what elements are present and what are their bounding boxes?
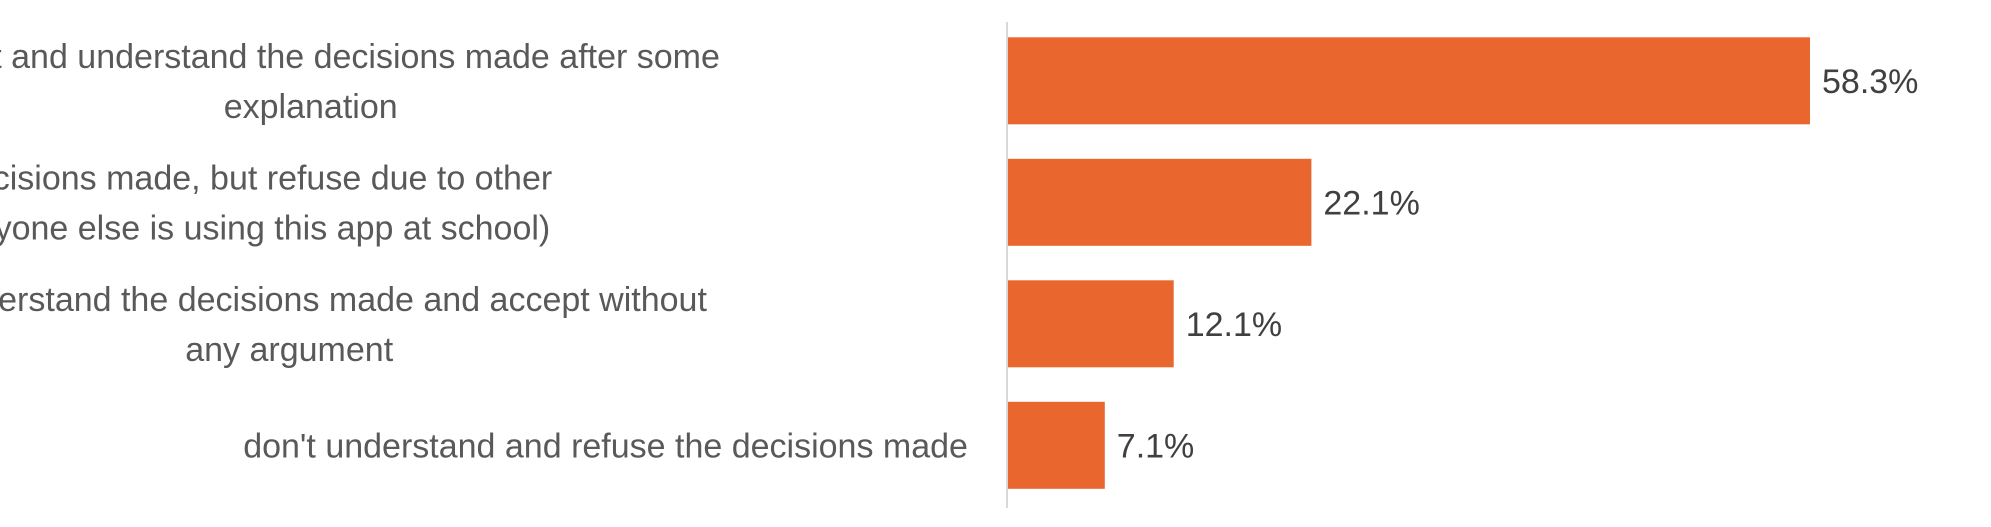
bar-1 xyxy=(1007,158,1312,246)
category-label-line: don't understand and refuse the decision… xyxy=(243,427,968,465)
category-label-line: accept and understand the decisions made… xyxy=(0,38,720,76)
value-labels: 58.3% 22.1% 12.1% 7.1% xyxy=(1117,63,1919,465)
category-labels: accept and understand the decisions made… xyxy=(0,38,968,465)
category-label-line: reasons (e.g. everyone else is using thi… xyxy=(0,209,550,247)
bar-2 xyxy=(1007,280,1174,368)
category-label-line: fully understand the decisions made and … xyxy=(0,281,707,319)
bar-0 xyxy=(1007,37,1810,125)
data-label-3: 7.1% xyxy=(1117,427,1195,465)
data-label-0: 58.3% xyxy=(1822,63,1918,101)
bar-3 xyxy=(1007,401,1105,489)
category-label-line: explanation xyxy=(224,88,398,126)
category-label-1: understand the decisions made, but refus… xyxy=(0,159,552,247)
category-label-3: don't understand and refuse the decision… xyxy=(243,427,968,465)
category-label-line: any argument xyxy=(185,331,393,369)
data-label-1: 22.1% xyxy=(1323,184,1419,222)
category-label-2: fully understand the decisions made and … xyxy=(0,281,707,369)
category-label-0: accept and understand the decisions made… xyxy=(0,38,720,126)
bars xyxy=(1007,37,1810,489)
category-label-line: understand the decisions made, but refus… xyxy=(0,159,552,197)
data-label-2: 12.1% xyxy=(1186,306,1282,344)
